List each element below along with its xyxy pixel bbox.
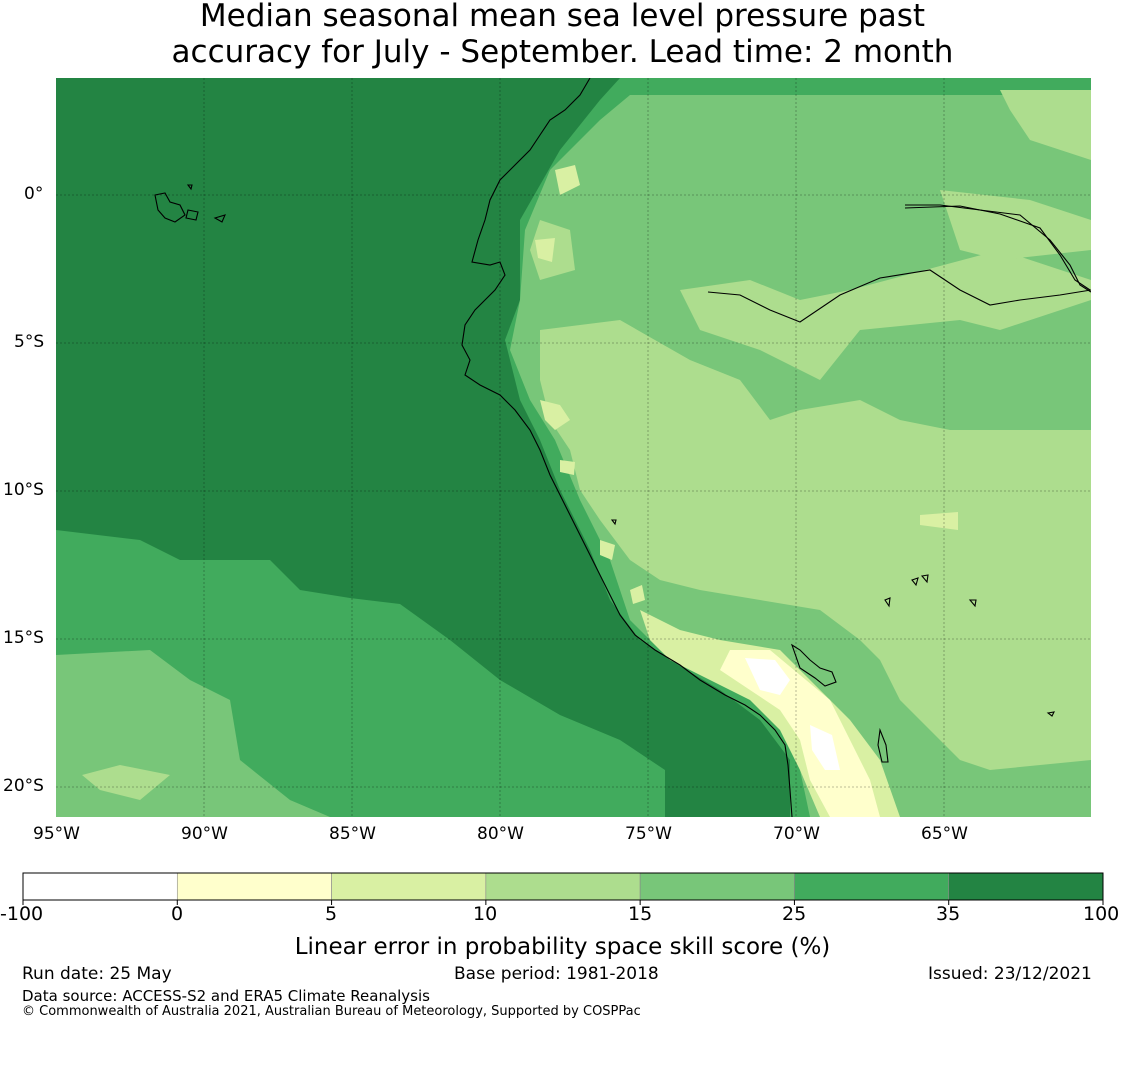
map-field bbox=[56, 78, 1091, 817]
cbar-tick-15: 15 bbox=[628, 903, 653, 925]
cbar-tick-35: 35 bbox=[936, 903, 961, 925]
field-0-5 bbox=[720, 650, 880, 817]
colorbar-swatch bbox=[22, 872, 178, 901]
cbar-tick-10: 10 bbox=[473, 903, 498, 925]
lon-tick-95w: 95°W bbox=[33, 824, 80, 844]
colorbar bbox=[22, 872, 1104, 905]
chart-title-line2: accuracy for July - September. Lead time… bbox=[171, 34, 954, 70]
colorbar-swatch bbox=[948, 872, 1104, 901]
data-source: Data source: ACCESS-S2 and ERA5 Climate … bbox=[22, 987, 430, 1005]
base-period: Base period: 1981-2018 bbox=[454, 964, 659, 984]
lon-tick-75w: 75°W bbox=[625, 824, 672, 844]
cbar-tick-5: 5 bbox=[325, 903, 338, 925]
chart-title-line1: Median seasonal mean sea level pressure … bbox=[199, 0, 926, 34]
lat-tick-10s: 10°S bbox=[3, 480, 44, 500]
lon-tick-85w: 85°W bbox=[329, 824, 376, 844]
colorbar-frame bbox=[22, 872, 1104, 901]
lat-tick-0: 0° bbox=[24, 184, 44, 204]
colorbar-swatch bbox=[485, 872, 641, 901]
colorbar-swatch bbox=[176, 872, 332, 901]
lat-tick-5s: 5°S bbox=[14, 332, 45, 352]
field-10-15 bbox=[82, 90, 1091, 800]
cbar-tick-100: 100 bbox=[1083, 903, 1120, 925]
issued-date: Issued: 23/12/2021 bbox=[928, 964, 1092, 984]
lon-tick-80w: 80°W bbox=[477, 824, 524, 844]
cbar-tick-25: 25 bbox=[782, 903, 807, 925]
colorbar-swatch bbox=[639, 872, 795, 901]
run-date: Run date: 25 May bbox=[22, 964, 172, 984]
coastline bbox=[154, 78, 1091, 817]
copyright: © Commonwealth of Australia 2021, Austra… bbox=[22, 1004, 641, 1019]
field-neg bbox=[745, 658, 840, 770]
map-gridlines bbox=[56, 78, 1091, 817]
lat-tick-15s: 15°S bbox=[3, 628, 44, 648]
colorbar-swatch bbox=[331, 872, 487, 901]
colorbar-swatch bbox=[794, 872, 950, 901]
lon-tick-65w: 65°W bbox=[921, 824, 968, 844]
colorbar-label: Linear error in probability space skill … bbox=[294, 934, 831, 960]
lat-tick-20s: 20°S bbox=[3, 776, 44, 796]
lon-tick-70w: 70°W bbox=[773, 824, 820, 844]
cbar-tick-0: 0 bbox=[171, 903, 184, 925]
lon-tick-90w: 90°W bbox=[181, 824, 228, 844]
cbar-tick-minus100: -100 bbox=[0, 903, 44, 925]
